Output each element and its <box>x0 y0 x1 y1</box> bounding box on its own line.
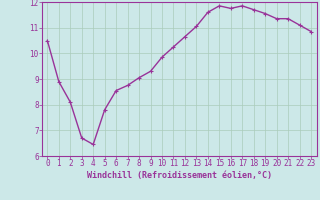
X-axis label: Windchill (Refroidissement éolien,°C): Windchill (Refroidissement éolien,°C) <box>87 171 272 180</box>
